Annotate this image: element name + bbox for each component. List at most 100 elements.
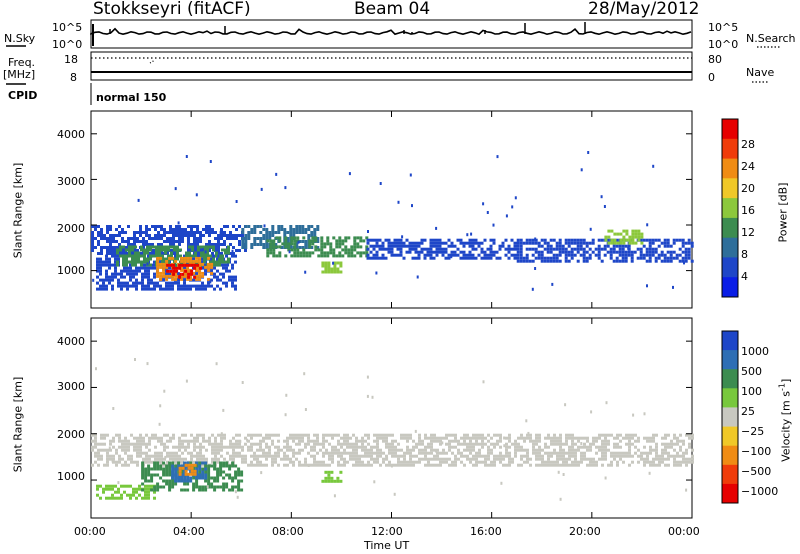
velocity-gate — [397, 454, 400, 458]
velocity-gate — [352, 448, 355, 452]
power-gate — [100, 231, 103, 234]
power-gate — [609, 247, 613, 251]
power-gate — [552, 259, 556, 263]
velocity-gate — [327, 476, 331, 480]
power-gate — [150, 278, 153, 282]
velocity-gate — [142, 436, 145, 440]
velocity-gate — [481, 439, 484, 443]
velocity-gate — [186, 479, 190, 483]
velocity-gate — [691, 448, 694, 452]
velocity-gate — [475, 436, 478, 440]
power-gate — [141, 275, 144, 279]
power-gate — [549, 250, 553, 254]
velocity-gate — [336, 479, 340, 483]
velocity-gate — [153, 490, 156, 494]
velocity-gate — [439, 436, 442, 440]
power-gate — [197, 245, 200, 249]
power-gate — [205, 243, 208, 246]
power-gate — [525, 256, 529, 260]
velocity-gate — [147, 470, 151, 474]
velocity-gate — [388, 463, 391, 467]
velocity-gate — [190, 454, 193, 458]
velocity-gate — [223, 433, 226, 437]
power-gate — [317, 248, 321, 252]
power-gate — [156, 259, 160, 263]
power-gate — [135, 278, 138, 282]
velocity-gate — [553, 442, 556, 446]
power-gate — [543, 259, 547, 263]
power-gate — [147, 287, 150, 291]
power-gate — [666, 250, 670, 254]
power-gate — [244, 225, 248, 228]
velocity-gate — [457, 439, 460, 443]
velocity-gate — [454, 454, 457, 458]
velocity-gate — [94, 460, 97, 464]
freq-unit: [MHz] — [3, 68, 36, 81]
velocity-gate — [547, 451, 550, 455]
power-gate — [202, 228, 205, 231]
velocity-gate — [91, 445, 94, 449]
power-gate — [139, 225, 142, 228]
power-gate — [468, 253, 472, 257]
velocity-scatter-point — [414, 429, 417, 433]
velocity-gate — [328, 433, 331, 437]
velocity-gate — [240, 488, 244, 492]
power-gate — [244, 243, 248, 246]
power-gate — [621, 250, 625, 254]
power-gate — [250, 246, 254, 249]
velocity-scatter-point — [590, 410, 593, 414]
power-gate — [344, 248, 348, 252]
power-gate — [201, 260, 204, 264]
power-gate — [531, 247, 535, 251]
velocity-gate — [382, 457, 385, 461]
velocity-gate — [379, 433, 382, 437]
velocity-gate — [331, 451, 334, 455]
velocity-gate — [616, 433, 619, 437]
power-gate — [447, 253, 451, 257]
velocity-gate — [184, 472, 188, 476]
power-gate — [543, 247, 547, 251]
velocity-gate — [316, 439, 319, 443]
power-gate — [140, 263, 143, 267]
velocity-gate — [193, 439, 196, 443]
power-gate — [169, 249, 172, 252]
power-gate — [631, 229, 635, 233]
power-gate — [284, 239, 288, 243]
power-gate — [189, 287, 192, 291]
power-gate — [663, 259, 667, 263]
power-gate — [489, 253, 493, 257]
power-gate — [224, 248, 227, 252]
velocity-gate — [517, 463, 520, 467]
velocity-gate — [556, 460, 559, 464]
power-gate — [465, 253, 469, 257]
power-gate — [606, 250, 610, 254]
power-gate — [513, 253, 517, 257]
velocity-gate — [106, 448, 109, 452]
power-gate — [344, 251, 348, 255]
velocity-gate — [592, 436, 595, 440]
velocity-gate — [535, 448, 538, 452]
power-gate — [149, 257, 152, 261]
power-gate — [121, 228, 124, 231]
velocity-gate — [328, 457, 331, 461]
velocity-gate — [628, 445, 631, 449]
power-scatter-point — [332, 261, 335, 265]
power-gate — [213, 254, 216, 258]
power-gate — [417, 256, 421, 260]
power-gate — [660, 253, 664, 257]
velocity-gate — [286, 439, 289, 443]
velocity-gate — [213, 485, 217, 489]
velocity-gate — [204, 479, 208, 483]
power-gate — [540, 238, 544, 242]
velocity-scatter-point — [164, 455, 167, 459]
velocity-gate — [388, 433, 391, 437]
velocity-gate — [433, 433, 436, 437]
velocity-gate — [123, 490, 126, 494]
velocity-gate — [346, 442, 349, 446]
power-gate — [381, 253, 385, 257]
power-gate — [519, 244, 523, 248]
velocity-gate — [520, 433, 523, 437]
velocity-gate — [676, 463, 679, 467]
velocity-gate — [604, 439, 607, 443]
velocity-gate — [178, 457, 181, 461]
